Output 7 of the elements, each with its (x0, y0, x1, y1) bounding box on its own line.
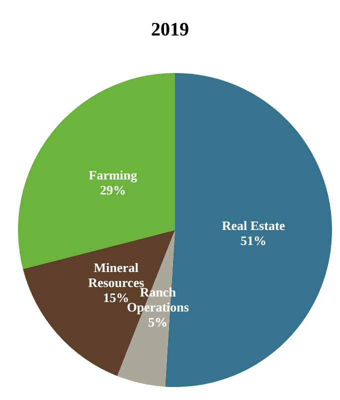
slice-label: Farming (88, 166, 138, 182)
data-label: 15% (103, 289, 130, 304)
slice-label: Real Estate (222, 217, 286, 232)
data-label: 29% (100, 182, 126, 197)
chart-title: 2019 (151, 20, 189, 40)
data-label: 51% (240, 232, 266, 248)
data-label: 5% (148, 314, 168, 330)
